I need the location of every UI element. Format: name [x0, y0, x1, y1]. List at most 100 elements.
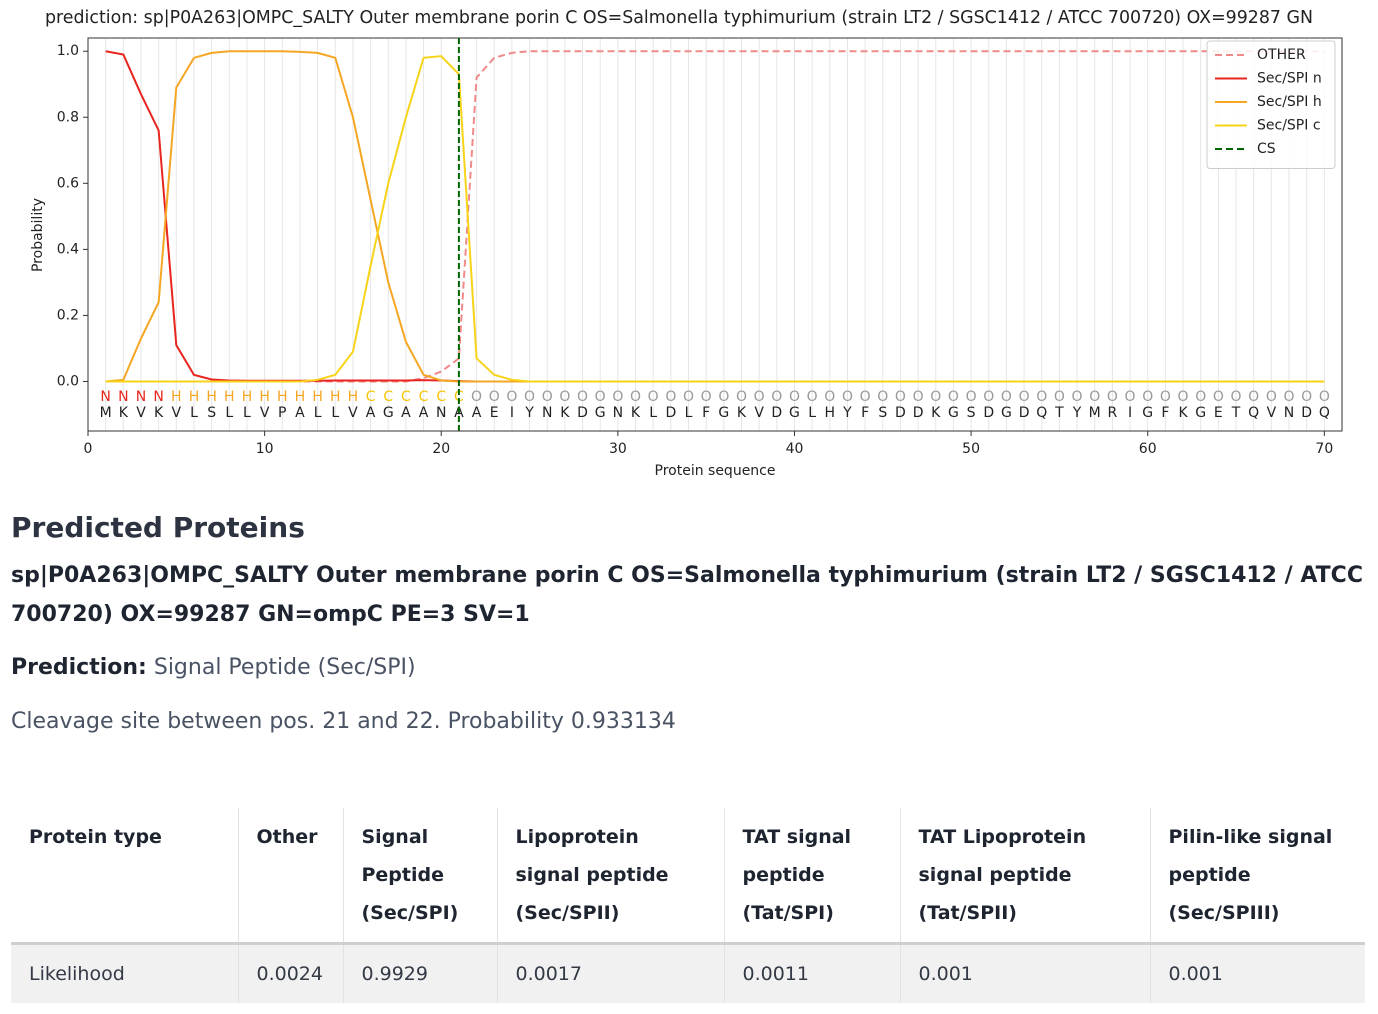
residue: G: [718, 405, 729, 421]
residue-label: N: [136, 389, 146, 405]
residue-label: O: [1178, 389, 1189, 405]
residue: L: [190, 405, 198, 421]
residue: V: [136, 405, 146, 421]
residue: N: [436, 405, 446, 421]
residue: R: [1108, 405, 1118, 421]
residue-label: O: [665, 389, 676, 405]
residue: Q: [1248, 405, 1259, 421]
residue-label: O: [1054, 389, 1065, 405]
column-header: TAT Lipoprotein signal peptide (Tat/SPII…: [899, 808, 1150, 945]
residue: S: [967, 405, 976, 421]
residue-label: O: [1036, 389, 1047, 405]
legend-label: Sec/SPI h: [1257, 94, 1322, 110]
residue-label: O: [683, 389, 694, 405]
residue: D: [1301, 405, 1312, 421]
residue-label: O: [842, 389, 853, 405]
residue: V: [1267, 405, 1277, 421]
series-line: [105, 55, 1325, 383]
residue: G: [948, 405, 959, 421]
residue: A: [401, 405, 411, 421]
residue-label: H: [242, 389, 253, 405]
residue-label: H: [259, 389, 270, 405]
y-tick-label: 0.4: [57, 241, 79, 257]
residue-label: O: [471, 389, 482, 405]
residue: L: [225, 405, 233, 421]
plot-frame: [87, 37, 1343, 432]
residue: A: [366, 405, 376, 421]
prediction-line: Prediction: Signal Peptide (Sec/SPI): [11, 648, 1367, 688]
residue: I: [1128, 405, 1132, 421]
residue-label: O: [1266, 389, 1277, 405]
residue-label: O: [877, 389, 888, 405]
residue: M: [1089, 405, 1101, 421]
residue: L: [808, 405, 816, 421]
table-cell: 0.0017: [496, 943, 724, 1003]
column-header: Signal Peptide (Sec/SPI): [342, 808, 497, 945]
series-line: [105, 50, 1325, 383]
residue: S: [207, 405, 216, 421]
residue: Y: [842, 405, 852, 421]
residue-label: O: [824, 389, 835, 405]
residue: T: [1231, 405, 1241, 421]
residue: I: [510, 405, 514, 421]
prediction-label: Prediction:: [11, 655, 147, 680]
residue: G: [383, 405, 394, 421]
residue: D: [913, 405, 924, 421]
residue: L: [331, 405, 339, 421]
residue-label: O: [595, 389, 606, 405]
legend-label: Sec/SPI c: [1257, 118, 1321, 134]
legend: OTHER Sec/SPI n Sec/SPI h Sec/SPI c CS: [1206, 40, 1336, 169]
residue: T: [1054, 405, 1064, 421]
residue-label: H: [224, 389, 235, 405]
residue: D: [895, 405, 906, 421]
residue: Y: [1072, 405, 1082, 421]
chart: prediction: sp|P0A263|OMPC_SALTY Outer m…: [30, 8, 1343, 479]
residue-label: C: [366, 389, 376, 405]
residue-label: O: [1283, 389, 1294, 405]
residue-label: C: [436, 389, 446, 405]
residue-label: O: [577, 389, 588, 405]
residue-label: O: [1107, 389, 1118, 405]
residue: F: [1161, 405, 1169, 421]
table-cell: 0.001: [1149, 943, 1365, 1003]
y-tick-label: 0.2: [57, 307, 79, 323]
residue: D: [1019, 405, 1030, 421]
x-tick-label: 70: [1315, 441, 1333, 457]
residue: K: [737, 405, 747, 421]
y-axis-label: Probability: [30, 198, 46, 272]
y-tick-label: 0.8: [57, 109, 79, 125]
residue: A: [419, 405, 429, 421]
residue-label: H: [277, 389, 288, 405]
y-tick-label: 0.6: [57, 175, 79, 191]
residue-label: H: [171, 389, 182, 405]
residue-label: O: [966, 389, 977, 405]
x-tick-label: 40: [786, 441, 804, 457]
residue: P: [278, 405, 286, 421]
y-tick-label: 1.0: [57, 43, 79, 59]
residue-label: O: [489, 389, 500, 405]
table-cell: 0.0011: [723, 943, 900, 1003]
residue-label: O: [1142, 389, 1153, 405]
residue: L: [314, 405, 322, 421]
residue: F: [861, 405, 869, 421]
residue: Y: [524, 405, 534, 421]
legend-label: CS: [1257, 141, 1276, 157]
residue-label: N: [153, 389, 163, 405]
residue: D: [577, 405, 588, 421]
residue: Q: [1319, 405, 1330, 421]
results: Predicted Proteins sp|P0A263|OMPC_SALTY …: [11, 500, 1367, 1003]
residue-label: O: [1125, 389, 1136, 405]
residue-label: O: [701, 389, 712, 405]
residue-label: O: [860, 389, 871, 405]
column-header: Lipoprotein signal peptide (Sec/SPII): [496, 808, 724, 945]
residue-label: O: [1213, 389, 1224, 405]
residue: V: [172, 405, 182, 421]
residue: E: [1214, 405, 1223, 421]
residue: V: [348, 405, 358, 421]
residue-label: O: [913, 389, 924, 405]
series-line: [105, 50, 1325, 383]
residue: N: [1284, 405, 1294, 421]
x-tick-label: 30: [609, 441, 627, 457]
residue-label: O: [718, 389, 729, 405]
x-tick-label: 20: [432, 441, 450, 457]
